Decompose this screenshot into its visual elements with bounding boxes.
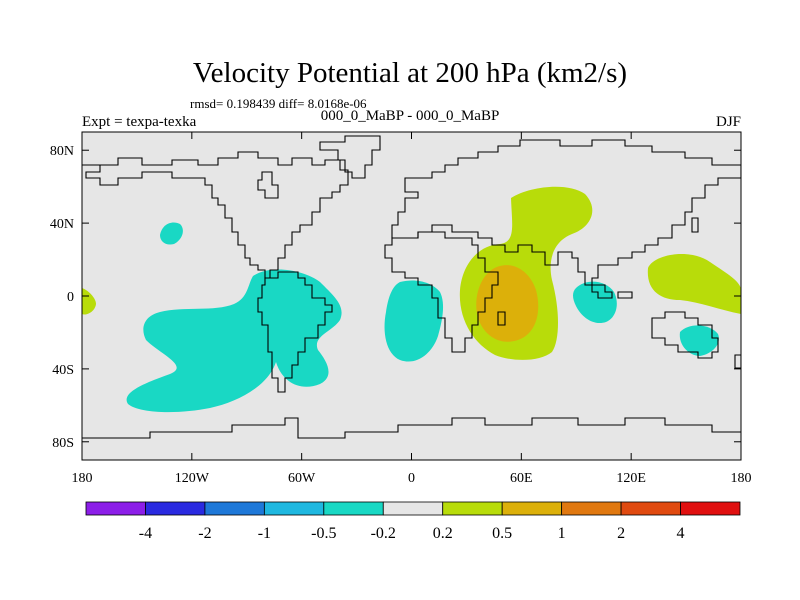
coastline-new-zealand — [734, 354, 741, 369]
colorbar-label: 2 — [617, 525, 625, 542]
x-tick-label: 180 — [72, 471, 93, 486]
colorbar-swatch — [145, 501, 206, 516]
colorbar-label: 0.5 — [492, 525, 512, 542]
colorbar-swatch — [323, 501, 384, 516]
chart-left-label: Expt = texpa-texka — [82, 114, 197, 130]
contour-negative-atlantic — [384, 280, 444, 362]
coastline-hudson-bay — [257, 171, 279, 199]
coastline-eurasia — [391, 139, 741, 286]
colorbar-label: -4 — [139, 525, 152, 542]
colorbar-label: -0.5 — [311, 525, 336, 542]
colorbar-swatch — [620, 501, 681, 516]
coastline-australia — [651, 311, 719, 359]
chart-subtitle-stats: rmsd= 0.198439 diff= 8.0168e-06 — [190, 96, 367, 111]
coastline-africa — [384, 231, 499, 353]
coastline-north-america — [82, 151, 349, 279]
coastline-greenland — [319, 135, 381, 179]
chart-right-label: DJF — [716, 114, 741, 130]
y-tick-label: 80N — [50, 144, 74, 159]
chart-subtitle-cases: 000_0_MaBP - 000_0_MaBP — [321, 108, 500, 124]
colorbar: -4 -2 -1 -0.5 -0.2 0.2 0.5 1 2 4 — [85, 501, 741, 542]
colorbar-swatch — [85, 501, 146, 516]
contour-fills — [82, 186, 741, 413]
map-panel — [82, 132, 741, 460]
colorbar-label: 1 — [558, 525, 566, 542]
coastline-madagascar — [497, 311, 506, 326]
coastline-south-america — [257, 271, 333, 393]
contour-negative-north-pacific — [160, 222, 183, 245]
y-axis: 80N 40N 0 40S 80S — [50, 144, 741, 451]
y-tick-label: 40S — [52, 363, 74, 378]
coastline-antarctica — [82, 417, 741, 439]
x-tick-label: 180 — [731, 471, 752, 486]
contour-negative-east-pacific — [126, 269, 342, 413]
x-tick-label: 60E — [510, 471, 533, 486]
contour-positive-core — [476, 265, 539, 342]
x-axis: 180 120W 60W 0 60E 120E 180 — [72, 132, 752, 486]
y-tick-label: 80S — [52, 436, 74, 451]
contour-negative-australia — [679, 325, 719, 356]
y-tick-label: 0 — [67, 290, 74, 305]
y-tick-label: 40N — [50, 217, 74, 232]
colorbar-label: 4 — [677, 525, 685, 542]
x-tick-label: 0 — [408, 471, 415, 486]
colorbar-label: -1 — [258, 525, 271, 542]
colorbar-swatch — [263, 501, 325, 516]
colorbar-label: 0.2 — [433, 525, 453, 542]
colorbar-swatch — [680, 501, 741, 516]
coastline-japan — [691, 217, 699, 233]
contour-positive-west-pacific — [647, 254, 741, 314]
chart-title: Velocity Potential at 200 hPa (km2/s) — [193, 57, 627, 89]
colorbar-swatch — [382, 501, 444, 516]
coastlines — [82, 135, 741, 439]
colorbar-swatch — [204, 501, 265, 516]
colorbar-swatch — [442, 501, 503, 516]
coastline-indonesia — [591, 284, 633, 299]
colorbar-swatch — [501, 501, 563, 516]
colorbar-label: -2 — [198, 525, 211, 542]
contour-positive-dateline — [82, 288, 96, 315]
colorbar-label: -0.2 — [371, 525, 396, 542]
colorbar-swatch — [561, 501, 622, 516]
x-tick-label: 120E — [616, 471, 646, 486]
x-tick-label: 60W — [288, 471, 316, 486]
x-tick-label: 120W — [175, 471, 210, 486]
